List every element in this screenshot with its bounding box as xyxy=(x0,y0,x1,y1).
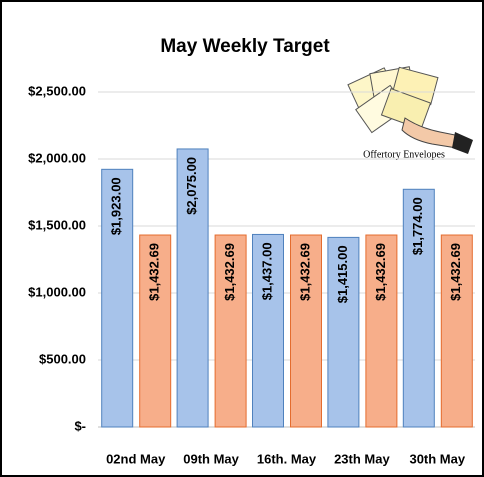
bar xyxy=(139,234,172,428)
x-tick-label: 23th May xyxy=(334,451,390,466)
value-label: $1,415.00 xyxy=(335,245,350,303)
bar xyxy=(440,234,473,428)
y-tick-label: $1,000.00 xyxy=(28,284,86,299)
y-tick-label: $2,500.00 xyxy=(28,83,86,98)
envelopes-illustration xyxy=(347,66,473,154)
x-tick-label: 30th May xyxy=(409,451,465,466)
chart-title: May Weekly Target xyxy=(160,36,330,57)
y-tick-label: $- xyxy=(74,418,86,433)
bar xyxy=(176,148,209,428)
bar xyxy=(365,234,398,428)
bar xyxy=(290,234,322,428)
x-tick-label: 02nd May xyxy=(106,451,166,466)
bar xyxy=(327,236,360,428)
bar xyxy=(402,188,435,428)
value-label: $1,432.69 xyxy=(373,243,388,301)
y-tick-label: $2,000.00 xyxy=(28,150,86,165)
value-label: $1,774.00 xyxy=(410,197,425,255)
value-label: $1,432.69 xyxy=(147,243,162,301)
x-tick-label: 16th. May xyxy=(257,451,317,466)
y-tick-label: $1,500.00 xyxy=(28,217,86,232)
value-label: $1,432.69 xyxy=(297,243,312,301)
y-tick-label: $500.00 xyxy=(39,351,86,366)
bar xyxy=(101,168,134,428)
value-label: $2,075.00 xyxy=(184,157,199,215)
x-tick-label: 09th May xyxy=(183,451,239,466)
bar xyxy=(214,234,247,428)
value-label: $1,923.00 xyxy=(109,177,124,235)
value-label: $1,432.69 xyxy=(448,243,463,301)
annotation: Offertory Envelopes xyxy=(363,149,445,160)
value-label: $1,437.00 xyxy=(259,242,274,300)
value-label: $1,432.69 xyxy=(222,243,237,301)
bar xyxy=(252,233,284,428)
